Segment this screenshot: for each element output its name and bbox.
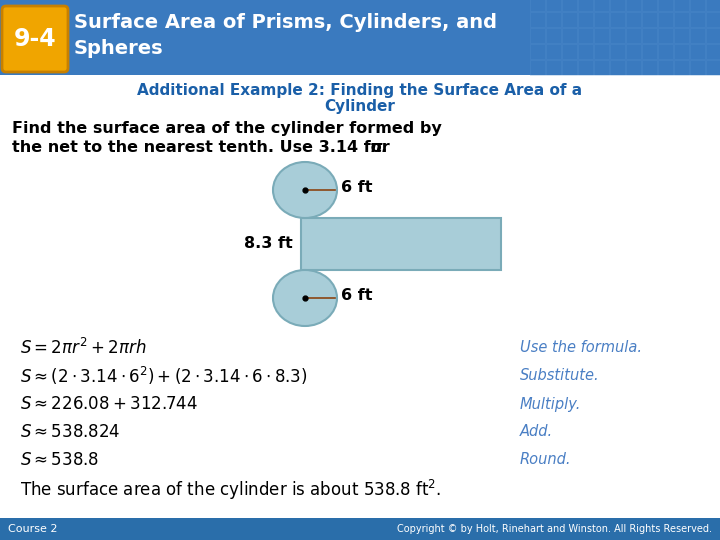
Text: $S \approx 226.08 + 312.744$: $S \approx 226.08 + 312.744$ <box>20 395 198 413</box>
Bar <box>706 0 720 11</box>
Text: Additional Example 2: Finding the Surface Area of a: Additional Example 2: Finding the Surfac… <box>138 84 582 98</box>
Bar <box>530 44 545 59</box>
Bar <box>610 12 625 27</box>
Ellipse shape <box>273 270 337 326</box>
Text: $S = 2\pi r^2 + 2\pi rh$: $S = 2\pi r^2 + 2\pi rh$ <box>20 338 146 358</box>
Text: the net to the nearest tenth. Use 3.14 for: the net to the nearest tenth. Use 3.14 f… <box>12 139 395 154</box>
Bar <box>530 0 545 11</box>
Bar <box>0 0 720 75</box>
Bar <box>658 44 673 59</box>
Text: π.: π. <box>370 139 389 154</box>
Bar <box>642 60 657 75</box>
Bar <box>594 60 609 75</box>
Text: Substitute.: Substitute. <box>520 368 600 383</box>
Bar <box>610 28 625 43</box>
Bar <box>562 28 577 43</box>
Bar <box>546 28 561 43</box>
Ellipse shape <box>273 162 337 218</box>
Bar <box>626 28 641 43</box>
Bar <box>594 12 609 27</box>
Bar <box>658 12 673 27</box>
Text: 6 ft: 6 ft <box>341 180 372 195</box>
Bar <box>546 44 561 59</box>
Text: $S \approx 538.8$: $S \approx 538.8$ <box>20 451 99 469</box>
Bar <box>578 12 593 27</box>
Bar <box>658 28 673 43</box>
Text: Spheres: Spheres <box>74 39 163 58</box>
Bar <box>562 0 577 11</box>
Bar <box>626 0 641 11</box>
Bar <box>0 518 720 540</box>
Bar <box>546 0 561 11</box>
Bar <box>690 60 705 75</box>
Bar <box>530 60 545 75</box>
Bar <box>642 12 657 27</box>
Text: Find the surface area of the cylinder formed by: Find the surface area of the cylinder fo… <box>12 122 442 137</box>
Bar <box>301 218 501 270</box>
Text: Round.: Round. <box>520 453 572 468</box>
Text: The surface area of the cylinder is about 538.8 ft$^2$.: The surface area of the cylinder is abou… <box>20 478 441 502</box>
Text: 6 ft: 6 ft <box>341 288 372 303</box>
Bar <box>706 12 720 27</box>
Bar <box>626 12 641 27</box>
Text: Multiply.: Multiply. <box>520 396 581 411</box>
Text: Copyright © by Holt, Rinehart and Winston. All Rights Reserved.: Copyright © by Holt, Rinehart and Winsto… <box>397 524 712 534</box>
Text: Course 2: Course 2 <box>8 524 58 534</box>
Bar <box>674 0 689 11</box>
Bar <box>658 60 673 75</box>
Bar <box>578 0 593 11</box>
Bar <box>594 44 609 59</box>
Bar <box>610 44 625 59</box>
Bar <box>546 12 561 27</box>
Bar <box>594 28 609 43</box>
Bar <box>562 60 577 75</box>
Text: $S \approx (2 \cdot 3.14 \cdot 6^2) + (2 \cdot 3.14 \cdot 6 \cdot 8.3)$: $S \approx (2 \cdot 3.14 \cdot 6^2) + (2… <box>20 365 307 387</box>
Text: 9-4: 9-4 <box>14 27 56 51</box>
FancyBboxPatch shape <box>2 6 68 72</box>
Text: Add.: Add. <box>520 424 553 440</box>
Text: $S \approx 538.824$: $S \approx 538.824$ <box>20 423 120 441</box>
Bar <box>610 60 625 75</box>
Bar <box>578 28 593 43</box>
Bar <box>706 44 720 59</box>
Bar <box>706 60 720 75</box>
Bar <box>546 60 561 75</box>
Bar <box>626 60 641 75</box>
Bar <box>642 0 657 11</box>
Bar <box>706 28 720 43</box>
Bar <box>674 12 689 27</box>
Bar <box>530 12 545 27</box>
Text: Surface Area of Prisms, Cylinders, and: Surface Area of Prisms, Cylinders, and <box>74 14 497 32</box>
Bar <box>642 44 657 59</box>
Text: Use the formula.: Use the formula. <box>520 341 642 355</box>
Bar <box>690 12 705 27</box>
Bar <box>674 28 689 43</box>
Bar <box>610 0 625 11</box>
Bar <box>562 12 577 27</box>
Bar <box>562 44 577 59</box>
Bar <box>578 44 593 59</box>
Bar <box>658 0 673 11</box>
Bar <box>578 60 593 75</box>
Bar <box>642 28 657 43</box>
Text: Cylinder: Cylinder <box>325 99 395 114</box>
Bar <box>690 44 705 59</box>
Bar <box>530 28 545 43</box>
Bar <box>690 28 705 43</box>
Text: 8.3 ft: 8.3 ft <box>244 237 293 252</box>
Bar <box>690 0 705 11</box>
Bar <box>594 0 609 11</box>
Bar <box>674 60 689 75</box>
Bar <box>674 44 689 59</box>
Bar <box>626 44 641 59</box>
